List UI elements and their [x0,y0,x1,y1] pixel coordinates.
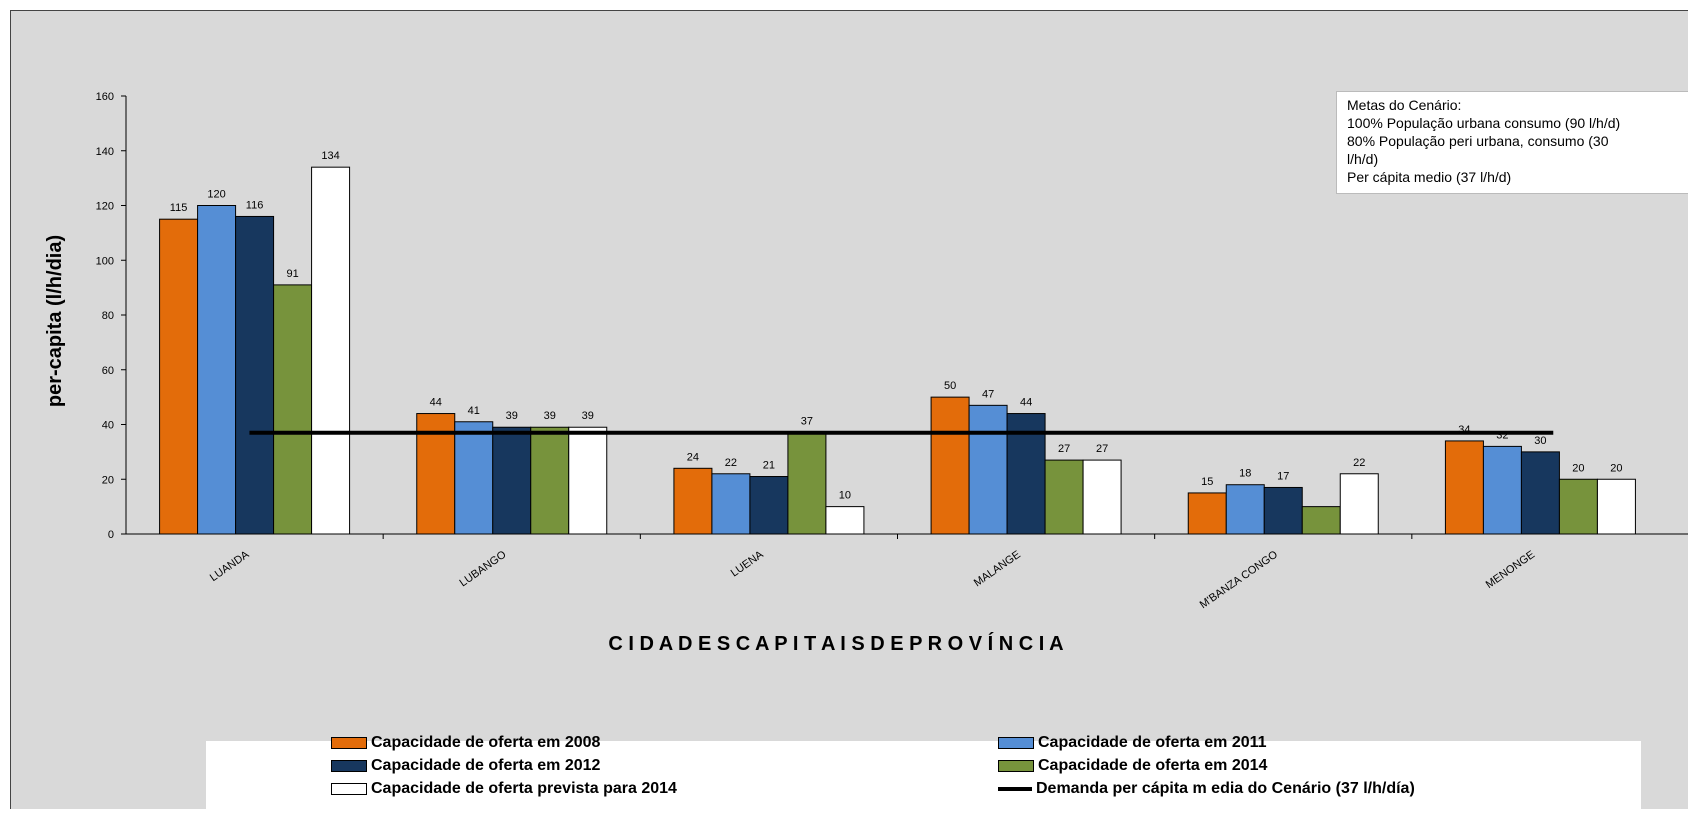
legend-item-2014: Capacidade de oferta em 2014 [998,757,1267,775]
data-label-0-4: 134 [321,150,339,162]
bar-5-0 [1444,440,1484,535]
legend-item-2011: Capacidade de oferta em 2011 [998,734,1267,752]
data-label-0-2: 116 [246,199,264,211]
bar-5-4 [1596,478,1636,535]
category-label-4: M'BANZA CONGO [1198,548,1281,611]
category-label-5: MENONGE [1484,549,1537,591]
legend-swatch-2011 [998,737,1034,749]
y-tick-label-1: 20 [102,474,114,486]
legend-swatch-prevista-2014 [331,783,367,795]
data-label-1-1: 41 [468,405,480,417]
bar-4-4 [1339,473,1379,535]
data-label-4-4: 22 [1353,457,1365,469]
legend-label-prevista-2014: Capacidade de oferta prevista para 2014 [371,780,677,797]
note-line-1: 100% População urbana consumo (90 l/h/d) [1347,115,1621,131]
bar-3-1 [968,404,1008,535]
data-label-3-2: 44 [1020,397,1032,409]
data-label-1-2: 39 [506,410,518,422]
bar-2-1 [711,473,751,535]
bar-0-3 [273,284,313,535]
data-label-2-0: 24 [687,451,699,463]
legend: Capacidade de oferta em 2008 Capacidade … [206,734,1641,819]
data-label-2-3: 37 [801,416,813,428]
legend-item-2008: Capacidade de oferta em 2008 [331,734,600,752]
bar-1-2 [492,426,532,535]
data-label-4-0: 15 [1201,476,1213,488]
y-tick-label-6: 120 [96,201,114,213]
data-label-3-0: 50 [944,380,956,392]
legend-item-demanda: Demanda per cápita m edia do Cenário (37… [998,780,1415,798]
bar-4-3 [1301,506,1341,535]
legend-line-demanda [998,787,1032,791]
bar-0-0 [159,218,199,535]
note-line-4: Per cápita medio (37 l/h/d) [1347,169,1512,185]
bar-0-2 [235,215,275,535]
legend-swatch-2008 [331,737,367,749]
bar-2-4 [825,506,865,535]
note-line-2: 80% População peri urbana, consumo (30 [1347,133,1609,149]
y-tick-label-2: 40 [102,420,114,432]
bar-2-2 [749,476,789,535]
data-label-4-2: 17 [1277,470,1289,482]
data-label-3-1: 47 [982,388,994,400]
bar-1-1 [454,421,494,535]
note-line-0: Metas do Cenário: [1347,97,1462,113]
bar-5-3 [1558,478,1598,535]
bar-4-1 [1225,484,1265,535]
y-tick-label-5: 100 [96,255,114,267]
category-label-3: MALANGE [972,549,1023,590]
data-label-3-4: 27 [1096,443,1108,455]
data-label-5-4: 20 [1610,462,1622,474]
y-axis-label: per-capita (l/h/dia) [44,235,66,407]
legend-item-2012: Capacidade de oferta em 2012 [331,757,600,775]
data-label-1-3: 39 [544,410,556,422]
legend-swatch-2014 [998,760,1034,772]
category-label-2: LUENA [729,548,766,579]
bar-3-4 [1082,459,1122,535]
scenario-notes: Metas do Cenário: 100% População urbana … [1336,91,1688,194]
bar-5-1 [1482,445,1522,535]
bar-4-2 [1263,486,1303,535]
chart-area: 0 20 40 60 80 100 120 140 160 per-capita (l/h/dia… [10,10,1688,819]
bar-4-0 [1187,492,1227,535]
data-label-4-1: 18 [1239,468,1251,480]
data-label-2-2: 21 [763,460,775,472]
category-label-0: LUANDA [208,548,252,584]
legend-item-prevista-2014: Capacidade de oferta prevista para 2014 [331,780,677,798]
data-label-2-1: 22 [725,457,737,469]
bar-0-4 [311,166,351,535]
bar-5-2 [1520,451,1560,535]
data-label-5-2: 30 [1534,435,1546,447]
bar-2-3 [787,432,827,535]
data-label-1-0: 44 [430,397,442,409]
legend-label-2014: Capacidade de oferta em 2014 [1038,757,1268,774]
bar-3-0 [930,396,970,535]
legend-label-2008: Capacidade de oferta em 2008 [371,734,601,751]
category-label-1: LUBANGO [458,548,509,589]
x-axis-label: C I D A D E S C A P I T A I S D E P R O … [608,632,1063,655]
legend-label-demanda: Demanda per cápita m edia do Cenário (37… [1036,780,1415,797]
data-label-0-1: 120 [207,189,225,201]
bar-2-0 [673,467,713,535]
data-label-2-4: 10 [839,490,851,502]
bar-1-3 [530,426,570,535]
bar-chart: 0 20 40 60 80 100 120 140 160 per-capita (l/h/dia… [44,91,1688,655]
y-tick-label-4: 80 [102,310,114,322]
legend-label-2012: Capacidade de oferta em 2012 [371,757,601,774]
legend-label-2011: Capacidade de oferta em 2011 [1038,734,1267,751]
bar-0-1 [197,205,237,535]
y-tick-label-0: 0 [108,529,114,541]
data-label-5-3: 20 [1572,462,1584,474]
legend-swatch-2012 [331,760,367,772]
note-line-3: l/h/d) [1347,151,1379,167]
data-label-3-3: 27 [1058,443,1070,455]
bar-1-4 [568,426,608,535]
bar-3-3 [1044,459,1084,535]
y-tick-label-7: 140 [96,146,114,158]
y-tick-label-8: 160 [96,91,114,103]
data-label-0-0: 115 [170,202,188,214]
data-label-1-4: 39 [582,410,594,422]
data-label-0-3: 91 [286,268,298,280]
y-tick-label-3: 60 [102,365,114,377]
